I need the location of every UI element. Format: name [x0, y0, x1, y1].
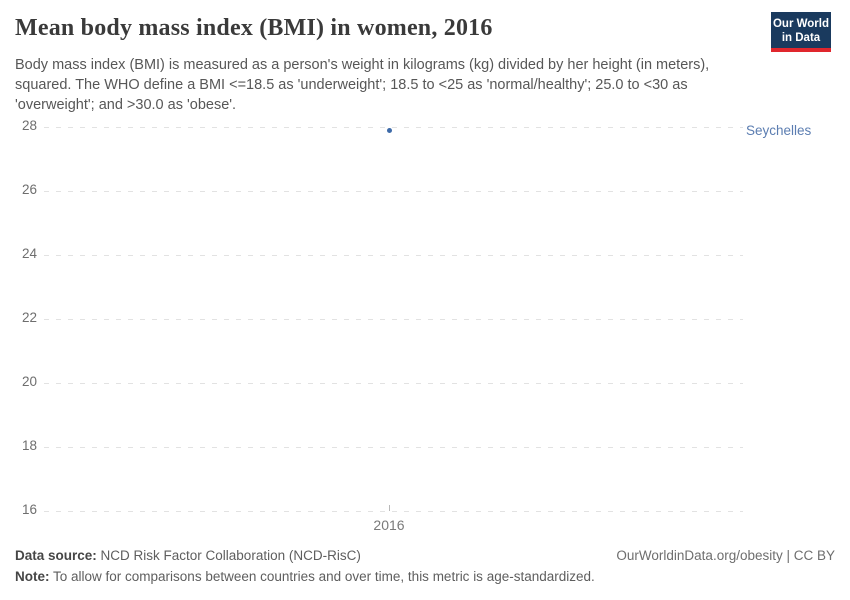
chart-title: Mean body mass index (BMI) in women, 201… — [15, 15, 493, 41]
gridline-y-18 — [44, 447, 743, 448]
gridline-y-26 — [44, 191, 743, 192]
footer-datasource-label: Data source: — [15, 548, 97, 563]
x-axis-tick-label: 2016 — [373, 517, 405, 533]
y-axis-tick-label: 28 — [21, 118, 37, 133]
y-axis-tick-label: 16 — [21, 502, 37, 517]
x-axis-tick-mark — [388, 505, 390, 511]
gridline-y-24 — [44, 255, 743, 256]
y-axis-tick-label: 18 — [21, 438, 37, 453]
y-axis-tick-label: 24 — [21, 246, 37, 261]
gridline-y-16 — [44, 511, 743, 512]
data-point-seychelles[interactable] — [386, 127, 392, 133]
gridline-y-20 — [44, 383, 743, 384]
footer-note-value: To allow for comparisons between countri… — [49, 569, 595, 584]
y-axis-tick-label: 22 — [21, 310, 37, 325]
owid-logo-line2: in Data — [781, 32, 821, 44]
footer-datasource-row: OurWorldinData.org/obesity | CC BY Data … — [15, 548, 835, 563]
y-axis-tick-label: 26 — [21, 182, 37, 197]
gridline-y-22 — [44, 319, 743, 320]
footer-note-label: Note: — [15, 569, 50, 584]
y-axis-tick-label: 20 — [21, 374, 37, 389]
footer-datasource-value: NCD Risk Factor Collaboration (NCD-RisC) — [96, 548, 361, 563]
gridline-y-28 — [44, 127, 743, 128]
footer-note-row: Note: To allow for comparisons between c… — [15, 569, 835, 584]
chart-subtitle: Body mass index (BMI) is measured as a p… — [15, 57, 710, 113]
footer-rights-link[interactable]: OurWorldinData.org/obesity | CC BY — [616, 548, 835, 563]
owid-logo-line1: Our World — [772, 18, 829, 30]
entity-label-seychelles[interactable]: Seychelles — [746, 123, 812, 139]
owid-logo: Our World in Data — [771, 12, 831, 52]
